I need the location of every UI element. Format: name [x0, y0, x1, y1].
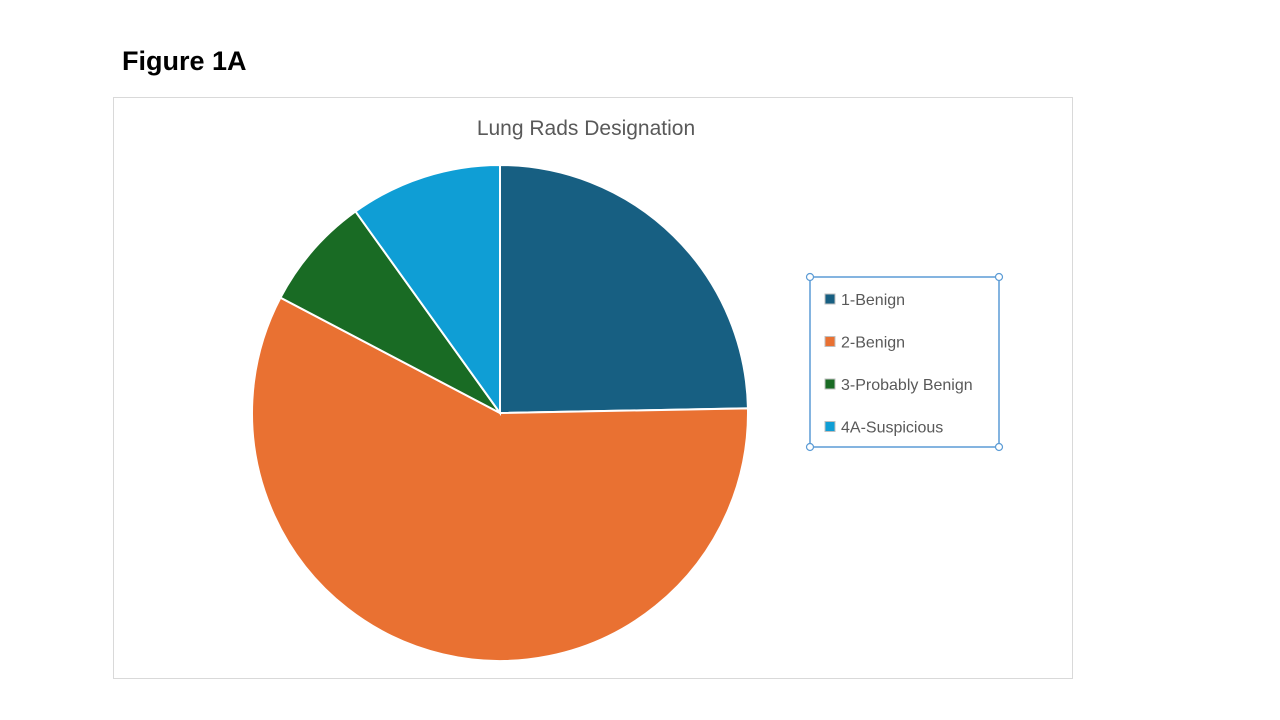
pie-slice-1-benign[interactable]	[499, 163, 749, 415]
legend-handle-top-right[interactable]	[994, 272, 1004, 282]
legend-label: 4A-Suspicious	[841, 420, 943, 437]
legend-label: 1-Benign	[841, 292, 905, 309]
legend-label: 2-Benign	[841, 335, 905, 352]
legend-swatch	[824, 378, 836, 390]
pie-slices	[251, 163, 749, 662]
pie-slice-3-probably-benign[interactable]	[279, 210, 501, 414]
chart-title: Lung Rads Designation	[477, 117, 695, 140]
pie-slice-2-benign[interactable]	[251, 296, 749, 662]
pie-chart: Lung Rads Designation 1-Benign 2-Benign 3-…	[251, 117, 1004, 662]
legend-handle-bottom-right[interactable]	[994, 442, 1004, 452]
legend-swatch	[824, 293, 836, 305]
pie-slice-4a-suspicious[interactable]	[354, 163, 501, 417]
legend-label: 3-Probably Benign	[841, 377, 973, 394]
legend-selection-border	[809, 276, 1000, 448]
legend-swatch	[824, 421, 836, 432]
chart-area[interactable]: Lung Rads Designation 1-Benign 2-Benign 3-…	[113, 97, 1073, 679]
figure-label: Figure 1A	[122, 46, 247, 76]
legend-handle-bottom-left[interactable]	[805, 442, 815, 452]
legend-handle-top-left[interactable]	[805, 272, 815, 282]
legend[interactable]: 1-Benign 2-Benign 3-Probably Benign 4A-Susp…	[805, 272, 1004, 452]
legend-swatch	[824, 336, 836, 347]
